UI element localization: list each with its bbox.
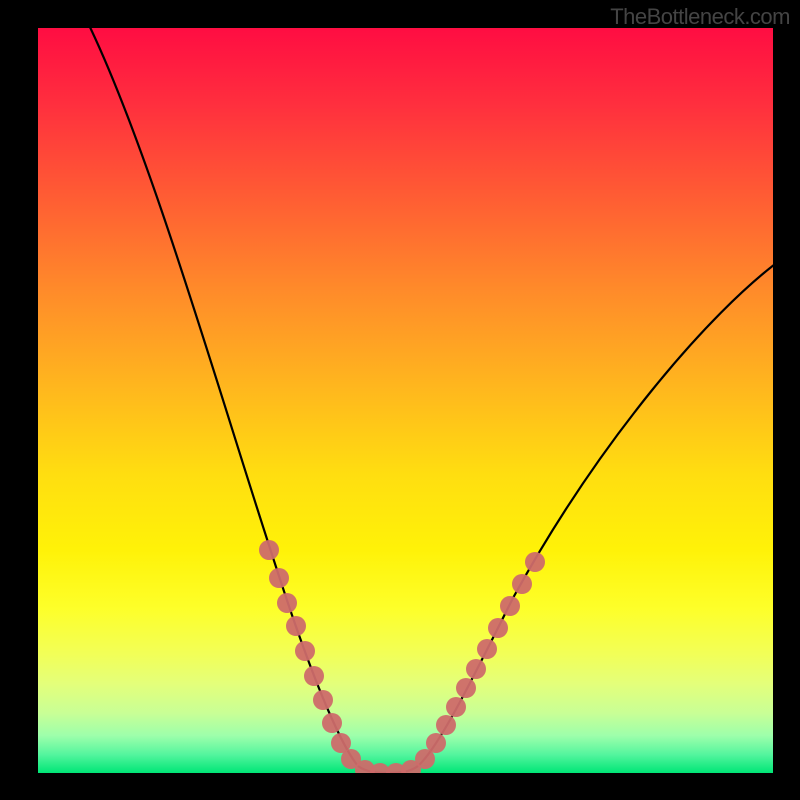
curve-marker [313, 690, 333, 710]
curve-marker [286, 616, 306, 636]
curve-marker [426, 733, 446, 753]
curve-marker [512, 574, 532, 594]
chart-svg [38, 28, 773, 773]
curve-marker [269, 568, 289, 588]
curve-marker [466, 659, 486, 679]
curve-marker [446, 697, 466, 717]
curve-marker [525, 552, 545, 572]
curve-marker [488, 618, 508, 638]
curve-markers [259, 540, 545, 773]
curve-marker [477, 639, 497, 659]
curve-marker [322, 713, 342, 733]
curve-marker [295, 641, 315, 661]
curve-marker [304, 666, 324, 686]
curve-marker [436, 715, 456, 735]
curve-marker [500, 596, 520, 616]
curve-marker [456, 678, 476, 698]
watermark-text: TheBottleneck.com [610, 4, 790, 30]
bottleneck-curve [88, 28, 773, 773]
plot-area [38, 28, 773, 773]
curve-marker [277, 593, 297, 613]
curve-marker [259, 540, 279, 560]
